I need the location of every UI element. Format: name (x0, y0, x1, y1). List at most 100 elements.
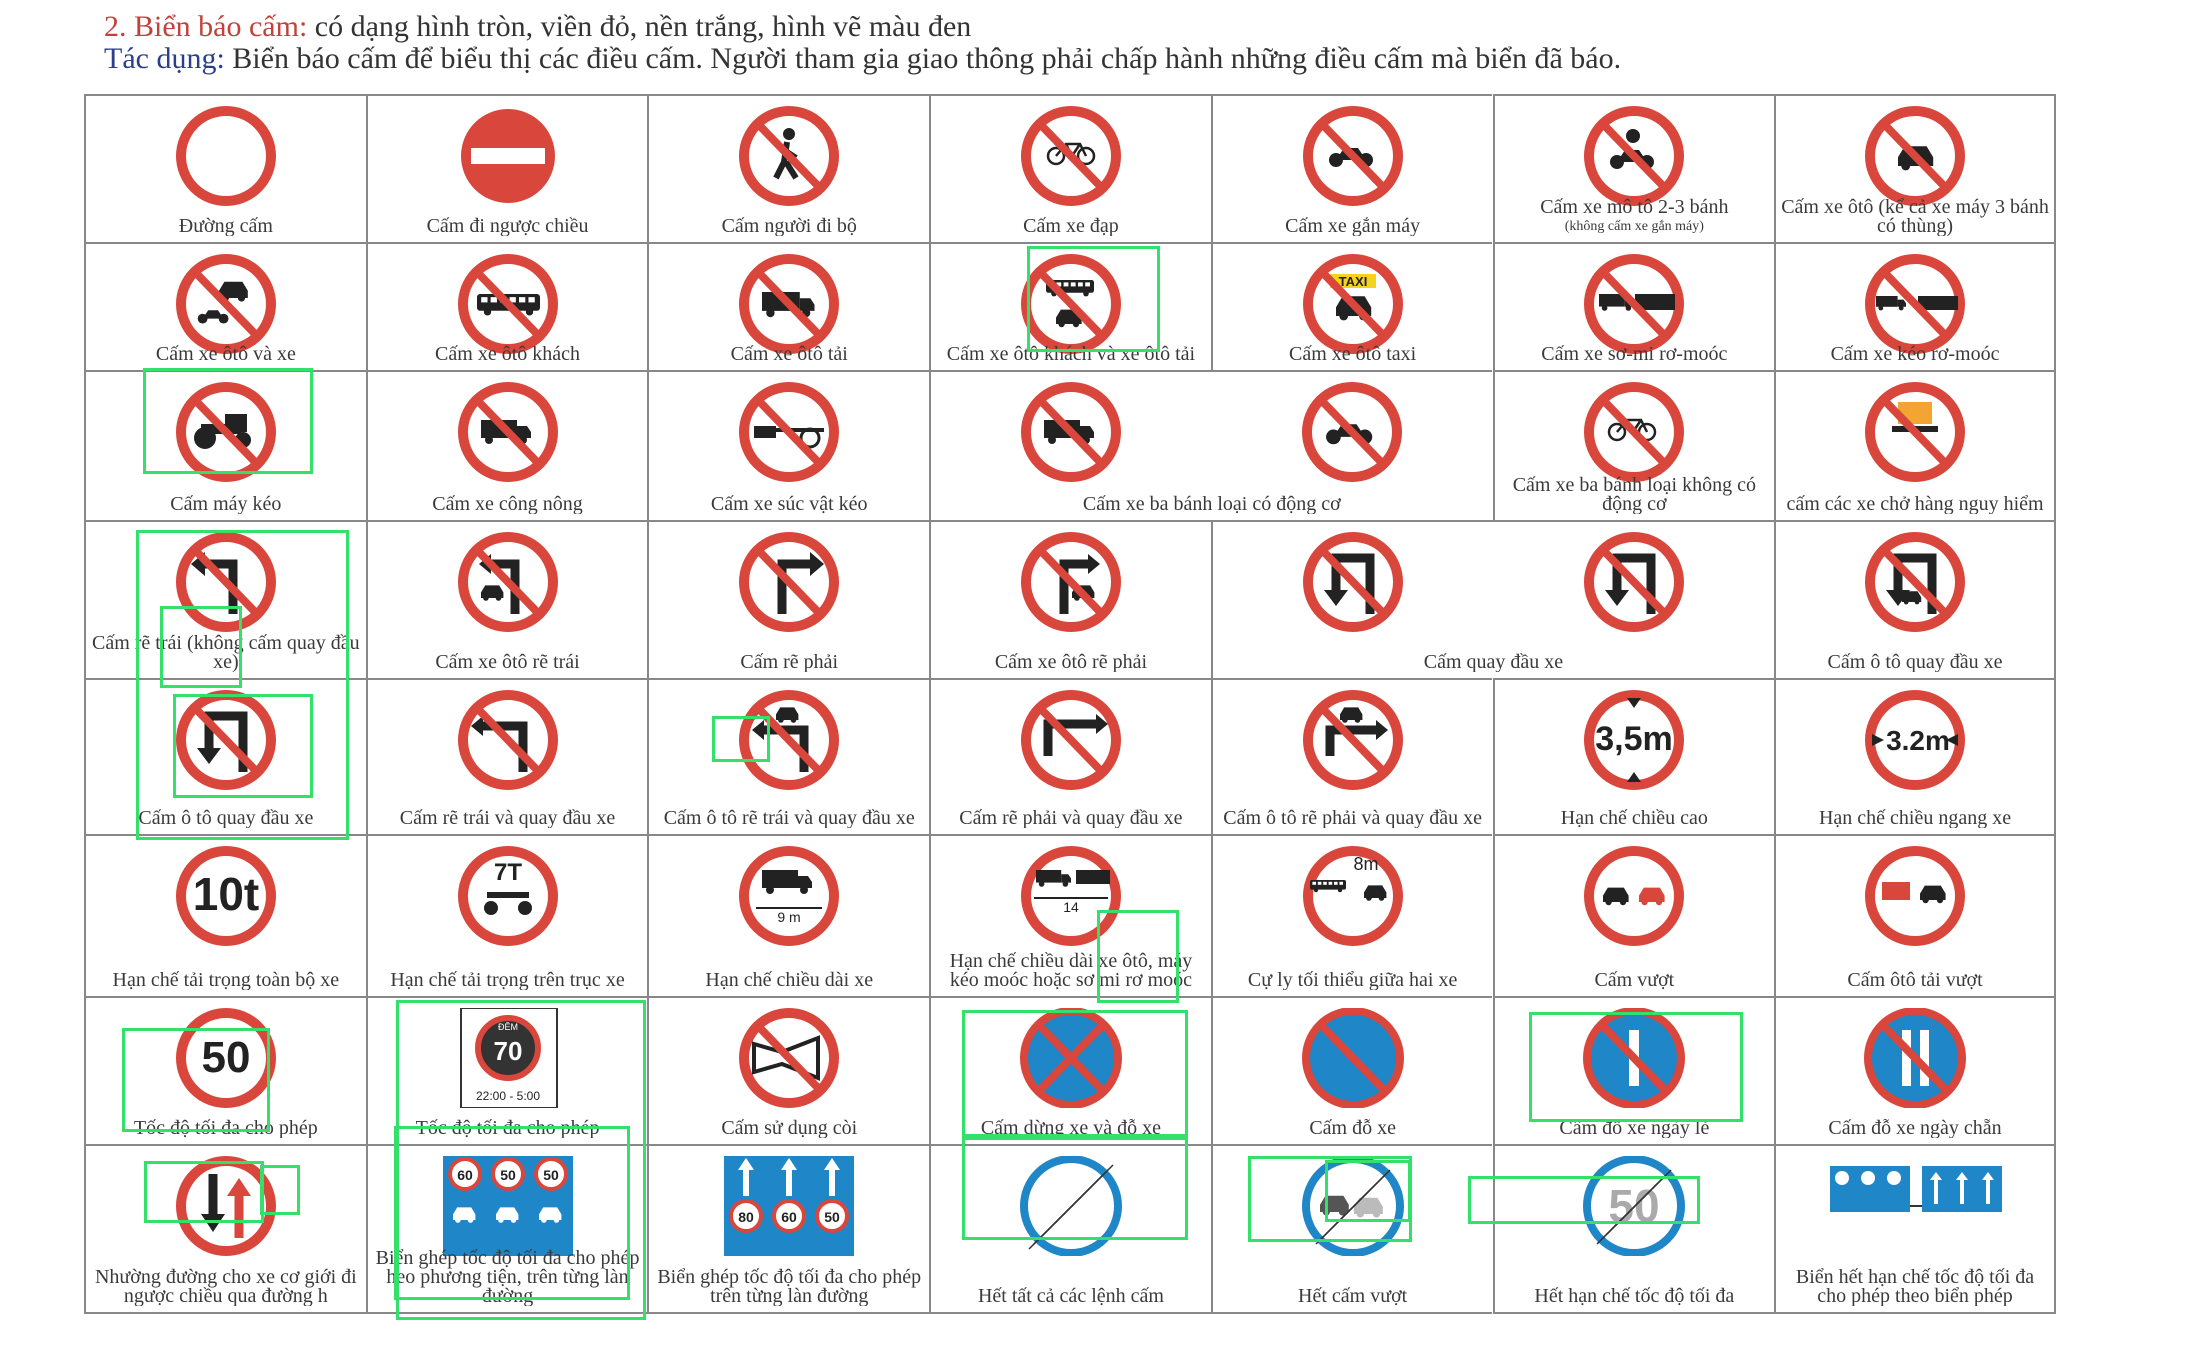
sign-caption: Biển hết hạn chế tốc độ tối đa cho phép … (1780, 1268, 2050, 1306)
sign-caption: Cấm ôtô tải vượt (1780, 971, 2050, 990)
sign-caption-text: Cấm quay đầu xe (1423, 653, 1564, 672)
sign-caption-text: Cấm xe ôtô rẽ trái (435, 653, 580, 672)
sign-caption: Hạn chế chiều dài xe (653, 971, 925, 990)
sign-caption: Cấm xe công nông (372, 495, 644, 514)
sign-caption-text: Cấm xe gắn máy (1285, 217, 1421, 236)
sign-caption: Cấm xe ôtô khách (372, 345, 644, 364)
no-left-turn-car-icon (457, 532, 558, 632)
sign-caption-text: Hạn chế tải trọng toàn bộ xe (112, 971, 340, 990)
usage-label: Tác dụng: (104, 42, 225, 75)
sign-cell: 80 60 50 Biển ghép tốc độ tối đa cho phép t… (647, 1144, 930, 1314)
height-limit-icon: 3,5m (1584, 690, 1685, 790)
sign-caption-text: Hết hạn chế tốc độ tối đa (1534, 1287, 1735, 1306)
svg-text:80: 80 (738, 1209, 754, 1225)
sign-caption: Cấm xe ôtô rẽ trái (372, 653, 644, 672)
no-left-and-u-turn-icon (457, 690, 558, 790)
sign-cell: Cấm xe ôtô rẽ phải (929, 520, 1211, 678)
sign-cell: Cấm xe ôtô và xe (84, 242, 366, 370)
sign-caption: Cấm xe gắn máy (1217, 217, 1489, 236)
sign-caption-text: Cấm rẽ trái (không cấm quay đầu xe) (92, 634, 360, 672)
sign-caption-text: Biển ghép tốc độ tối đa cho phép heo phư… (375, 1249, 640, 1306)
no-tricycle-icon (1584, 382, 1685, 482)
svg-text:9 m: 9 m (778, 909, 801, 925)
no-bus-and-truck-icon (1020, 254, 1121, 354)
svg-text:60: 60 (457, 1167, 473, 1183)
no-animal-cart-icon (739, 382, 840, 482)
section-heading-description: có dạng hình tròn, viền đỏ, nền trắng, h… (307, 10, 972, 43)
sign-caption: Cấm xe kéo rơ-moóc (1780, 345, 2050, 364)
sign-cell: Cấm rẽ phải (647, 520, 930, 678)
sign-cell: TAXI Cấm xe ôtô taxi (1210, 242, 1493, 370)
sign-table: Đường cấm Cấm đi ngược chiều Cấm người đi … (84, 94, 2056, 1314)
sign-caption: Tốc độ tối đa cho phép (372, 1119, 644, 1138)
sign-cell: Cấm xe ôtô tải (647, 242, 930, 370)
sign-caption: Hạn chế chiều cao (1499, 809, 1771, 828)
svg-text:8m: 8m (1353, 854, 1378, 874)
sign-cell: Cấm xe kéo rơ-moóc (1774, 242, 2056, 370)
sign-cell: Cấm ô tô rẽ phải và quay đầu xe (1210, 678, 1493, 834)
sign-caption-text: Cấm sử dụng còi (721, 1119, 858, 1138)
sign-caption-text: Cấm xe ba bánh loại không có động cơ (1512, 476, 1756, 514)
sign-cell: Đường cấm (84, 94, 366, 242)
axle-load-limit-icon: 7T (457, 846, 558, 946)
sign-caption: Cấm xe ôtô tải (653, 345, 925, 364)
no-right-turn-car-icon (1020, 532, 1121, 632)
usage-text: Biển báo cấm để biểu thị các điều cấm. N… (224, 42, 1622, 75)
sign-caption: Cấm xe súc vật kéo (653, 495, 925, 514)
sign-cell: Cấm ôtô tải vượt (1774, 834, 2056, 996)
sign-caption: Nhường đường cho xe cơ giới đi ngược chi… (90, 1268, 362, 1306)
sign-caption: Cấm đỗ xe ngày lẻ (1499, 1119, 1771, 1138)
sign-caption: Cấm xe sơ-mi rơ-moóc (1499, 345, 1771, 364)
no-entry-bar-icon (460, 109, 555, 203)
sign-caption: Cấm xe ôtô (kể cả xe máy 3 bánh có thùng… (1780, 198, 2050, 236)
sign-caption: Cấm ô tô rẽ phải và quay đầu xe (1217, 809, 1489, 828)
sign-cell: Cấm đi ngược chiều (365, 94, 648, 242)
svg-text:ĐÊM: ĐÊM (498, 1022, 518, 1032)
sign-caption-text: Đường cấm (178, 217, 273, 236)
sign-cell: 50 Tốc độ tối đa cho phép (84, 996, 366, 1144)
sign-caption: Cấm xe ba bánh loại không có động cơ (1499, 476, 1771, 514)
sign-caption-text: Hạn chế chiều ngang xe (1818, 809, 2012, 828)
sign-caption: Cấm xe ôtô khách và xe ôtô tải (935, 345, 1207, 364)
sign-cell: 60 50 50 Biển ghép tốc độ tối đa cho phép h… (365, 1144, 648, 1314)
sign-cell: Cấm xe đạp (929, 94, 1211, 242)
svg-text:60: 60 (781, 1209, 797, 1225)
sign-caption-text: Cấm xe súc vật kéo (710, 495, 868, 514)
sign-caption: Đường cấm (90, 217, 362, 236)
no-bus-icon (457, 254, 558, 354)
sign-caption-text: Cấm xe kéo rơ-moóc (1830, 345, 2000, 364)
no-horn-icon (739, 1008, 840, 1108)
sign-caption-text: Cấm xe ôtô và xe (155, 345, 296, 364)
sign-caption-text: Cấm xe ba bánh loại có động cơ (1082, 495, 1341, 514)
sign-caption-text: Hạn chế tải trọng trên trục xe (390, 971, 625, 990)
svg-text:3.2m: 3.2m (1886, 725, 1950, 756)
sign-caption: Cấm rẽ trái (không cấm quay đầu xe) (90, 634, 362, 672)
sign-caption-text: Cấm xe sơ-mi rơ-moóc (1541, 345, 1728, 364)
sign-caption-text: Cấm đi ngược chiều (426, 217, 589, 236)
sign-cell: Cấm sử dụng còi (647, 996, 930, 1144)
trailer-length-limit-icon: 14 (1020, 846, 1121, 946)
sign-cell: Cấm xe công nông (365, 370, 648, 520)
no-stopping-icon (1019, 1008, 1122, 1108)
end-lane-speed-limit-icon (1830, 1166, 2003, 1212)
sign-caption: Hết cấm vượt (1217, 1287, 1489, 1306)
sign-caption-text: Cấm rẽ trái và quay đầu xe (399, 809, 616, 828)
sign-caption: Cấm xe ôtô và xe (90, 345, 362, 364)
svg-text:50: 50 (543, 1167, 559, 1183)
sign-caption-text: Cấm ô tô quay đầu xe (138, 809, 314, 828)
svg-text:3,5m: 3,5m (1596, 720, 1674, 758)
sign-caption: Cấm sử dụng còi (653, 1119, 925, 1138)
sign-caption-text: Cấm đỗ xe ngày lẻ (1559, 1119, 1710, 1138)
sign-caption: Cấm vượt (1499, 971, 1771, 990)
sign-caption-text: Cấm người đi bộ (721, 217, 857, 236)
no-left-turn-icon (175, 532, 276, 632)
sign-caption-text: Tốc độ tối đa cho phép (133, 1119, 318, 1138)
sign-caption-text: Cấm ô tô quay đầu xe (1827, 653, 2003, 672)
no-truck-icon (739, 254, 840, 354)
section-heading: 2. Biển báo cấm: có dạng hình tròn, viền… (104, 10, 2164, 44)
sign-caption: Cấm rẽ trái và quay đầu xe (372, 809, 644, 828)
sign-caption: Hết tất cả các lệnh cấm (935, 1287, 1207, 1306)
priority-oncoming-icon (175, 1156, 276, 1256)
sign-caption: Cấm xe ba bánh loại có động cơ (935, 495, 1488, 514)
sign-cell: Cấm người đi bộ (647, 94, 930, 242)
